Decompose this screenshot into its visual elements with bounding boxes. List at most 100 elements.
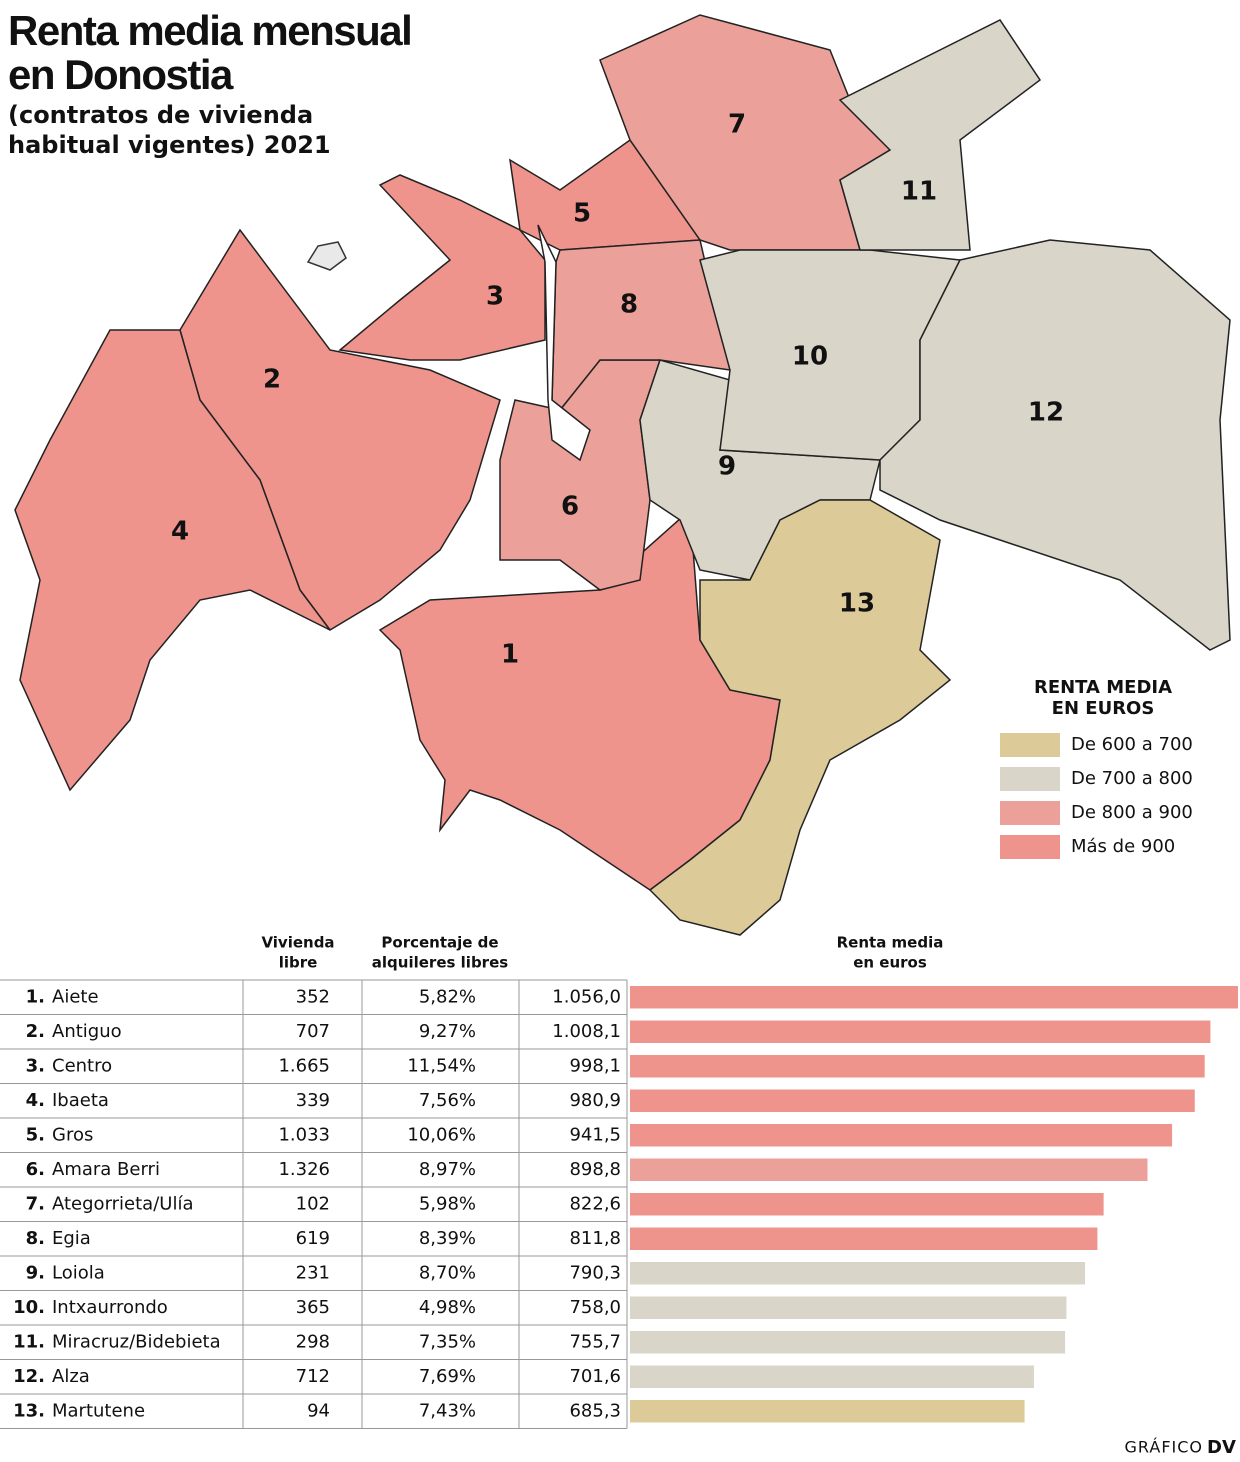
porcentaje: 7,43% — [419, 1400, 476, 1421]
district-label: 9 — [718, 452, 736, 482]
river — [537, 224, 591, 462]
vivienda: 1.665 — [278, 1055, 330, 1076]
rank: 6. — [26, 1159, 45, 1180]
renta-label: 758,0 — [569, 1297, 621, 1318]
district-name: Gros — [52, 1124, 93, 1145]
title: en Donostia — [8, 51, 234, 98]
district-name: Antiguo — [52, 1021, 122, 1042]
vivienda: 707 — [296, 1021, 330, 1042]
district-name: Amara Berri — [52, 1159, 160, 1180]
legend-label: De 700 a 800 — [1071, 768, 1193, 789]
legend-swatch — [1000, 801, 1060, 825]
district — [499, 359, 662, 591]
district-name: Intxaurrondo — [52, 1297, 168, 1318]
column-header: libre — [279, 954, 318, 972]
district-label: 3 — [486, 282, 504, 312]
porcentaje: 4,98% — [419, 1297, 476, 1318]
legend-label: De 600 a 700 — [1071, 734, 1193, 755]
district — [14, 329, 331, 792]
footer: GRÁFICO — [1125, 1438, 1204, 1457]
bar — [630, 1158, 1148, 1181]
district-name: Ibaeta — [52, 1090, 109, 1111]
bar — [630, 1262, 1086, 1285]
bar — [630, 1296, 1067, 1319]
district — [338, 174, 546, 361]
rank: 2. — [26, 1021, 45, 1042]
vivienda: 102 — [296, 1193, 330, 1214]
bar — [630, 1055, 1205, 1078]
vivienda: 298 — [296, 1331, 330, 1352]
vivienda: 619 — [296, 1228, 330, 1249]
district-label: 1 — [501, 640, 519, 670]
porcentaje: 11,54% — [407, 1055, 476, 1076]
district-name: Alza — [52, 1366, 90, 1387]
renta-label: 980,9 — [569, 1090, 621, 1111]
legend-label: De 800 a 900 — [1071, 802, 1193, 823]
district-label: 2 — [263, 365, 281, 395]
porcentaje: 8,39% — [419, 1228, 476, 1249]
renta-label: 822,6 — [569, 1193, 621, 1214]
bar — [630, 1400, 1025, 1423]
legend-title: EN EUROS — [1052, 698, 1155, 719]
column-header: Renta media — [837, 934, 944, 952]
rank: 8. — [26, 1228, 45, 1249]
bar — [630, 1227, 1098, 1250]
porcentaje: 9,27% — [419, 1021, 476, 1042]
rank: 7. — [26, 1193, 45, 1214]
district-label: 11 — [901, 177, 937, 207]
bar — [630, 1089, 1195, 1112]
vivienda: 1.033 — [278, 1124, 330, 1145]
island — [306, 241, 347, 271]
renta-label: 998,1 — [569, 1055, 621, 1076]
district — [838, 19, 1042, 251]
footer-brand: DV — [1207, 1437, 1236, 1458]
district-label: 13 — [839, 589, 875, 619]
column-header: en euros — [853, 954, 927, 972]
rank: 9. — [26, 1262, 45, 1283]
vivienda: 94 — [307, 1400, 330, 1421]
vivienda: 231 — [296, 1262, 330, 1283]
vivienda: 712 — [296, 1366, 330, 1387]
porcentaje: 5,98% — [419, 1193, 476, 1214]
district-name: Martutene — [52, 1400, 145, 1421]
district-label: 8 — [620, 290, 638, 320]
title: Renta media mensual — [8, 7, 411, 54]
legend-label: Más de 900 — [1071, 836, 1175, 857]
vivienda: 352 — [296, 986, 330, 1007]
legend-swatch — [1000, 767, 1060, 791]
bar — [630, 986, 1238, 1009]
bar — [630, 1020, 1211, 1043]
district-name: Loiola — [52, 1262, 105, 1283]
porcentaje: 8,70% — [419, 1262, 476, 1283]
renta-label: 811,8 — [569, 1228, 621, 1249]
rank: 5. — [26, 1124, 45, 1145]
porcentaje: 8,97% — [419, 1159, 476, 1180]
renta-label: 790,3 — [569, 1262, 621, 1283]
district-label: 4 — [171, 517, 189, 547]
porcentaje: 7,69% — [419, 1366, 476, 1387]
rank: 4. — [26, 1090, 45, 1111]
district-name: Ategorrieta/Ulía — [52, 1193, 194, 1214]
district-label: 7 — [728, 110, 746, 140]
rank: 1. — [26, 986, 45, 1007]
vivienda: 1.326 — [278, 1159, 330, 1180]
porcentaje: 7,56% — [419, 1090, 476, 1111]
legend-title: RENTA MEDIA — [1034, 677, 1172, 698]
renta-label: 701,6 — [569, 1366, 621, 1387]
district — [648, 499, 952, 936]
renta-label: 898,8 — [569, 1159, 621, 1180]
district-label: 12 — [1028, 398, 1064, 428]
district — [879, 239, 1231, 651]
rank: 10. — [13, 1297, 45, 1318]
column-header: Vivienda — [261, 934, 334, 952]
renta-label: 1.056,0 — [552, 986, 621, 1007]
map — [14, 14, 1231, 936]
district-name: Aiete — [52, 986, 99, 1007]
rank: 11. — [13, 1331, 45, 1352]
subtitle: habitual vigentes) 2021 — [8, 131, 331, 159]
vivienda: 365 — [296, 1297, 330, 1318]
renta-label: 941,5 — [569, 1124, 621, 1145]
porcentaje: 7,35% — [419, 1331, 476, 1352]
vivienda: 339 — [296, 1090, 330, 1111]
